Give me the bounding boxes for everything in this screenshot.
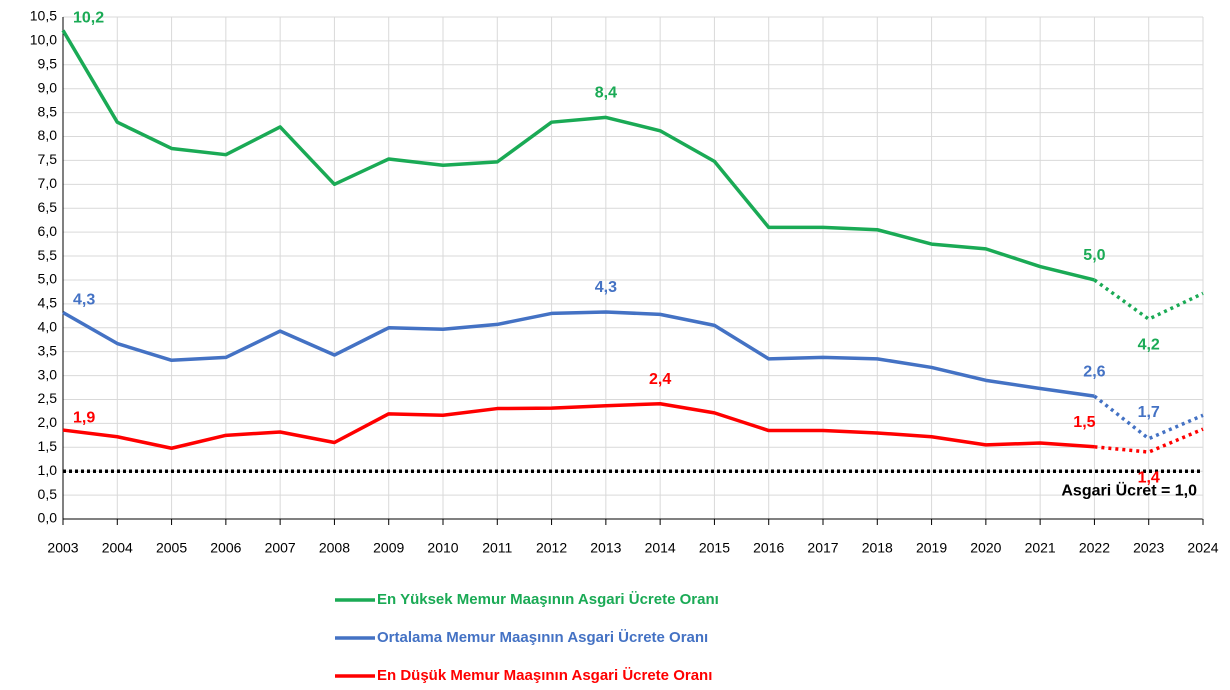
y-tick-label: 9,5 xyxy=(38,56,58,72)
data-label: 2,4 xyxy=(649,371,671,388)
x-tick-label: 2017 xyxy=(807,540,838,556)
data-label: 4,3 xyxy=(73,292,95,309)
series-line xyxy=(61,29,1095,282)
x-tick-label: 2007 xyxy=(265,540,296,556)
y-tick-label: 7,5 xyxy=(38,151,58,167)
y-tick-label: 6,5 xyxy=(38,199,58,215)
data-label: 5,0 xyxy=(1083,247,1105,264)
x-tick-label: 2005 xyxy=(156,540,187,556)
series-line xyxy=(62,310,1095,398)
y-tick-label: 6,0 xyxy=(38,223,58,239)
series-line xyxy=(62,402,1095,450)
y-tick-label: 3,5 xyxy=(38,342,58,358)
x-tick-label: 2010 xyxy=(427,540,458,556)
series-line-dotted xyxy=(1093,394,1204,441)
y-tick-label: 2,0 xyxy=(38,414,58,430)
x-tick-label: 2009 xyxy=(373,540,404,556)
x-tick-label: 2023 xyxy=(1133,540,1164,556)
x-tick-label: 2003 xyxy=(47,540,78,556)
data-label: 10,2 xyxy=(73,10,104,27)
y-tick-label: 4,5 xyxy=(38,295,58,311)
data-label: 1,4 xyxy=(1138,469,1160,486)
x-tick-label: 2012 xyxy=(536,540,567,556)
data-label: 8,4 xyxy=(595,85,617,102)
x-tick-label: 2024 xyxy=(1187,540,1218,556)
y-tick-label: 3,0 xyxy=(38,366,58,382)
x-tick-label: 2011 xyxy=(482,540,512,556)
x-tick-label: 2022 xyxy=(1079,540,1110,556)
x-tick-label: 2016 xyxy=(753,540,784,556)
legend-label: Ortalama Memur Maaşının Asgari Ücrete Or… xyxy=(377,629,708,646)
y-tick-label: 0,5 xyxy=(38,486,58,502)
y-tick-label: 1,5 xyxy=(38,438,58,454)
y-tick-label: 9,0 xyxy=(38,79,58,95)
y-tick-label: 0,0 xyxy=(38,510,58,526)
data-label: 1,9 xyxy=(73,409,95,426)
y-tick-label: 5,0 xyxy=(38,271,58,287)
data-label: 4,2 xyxy=(1138,336,1160,353)
x-tick-label: 2020 xyxy=(970,540,1001,556)
x-tick-label: 2008 xyxy=(319,540,350,556)
x-tick-label: 2013 xyxy=(590,540,621,556)
data-label: 1,7 xyxy=(1138,404,1160,421)
x-tick-label: 2006 xyxy=(210,540,241,556)
reference-label: Asgari Ücret = 1,0 xyxy=(1061,480,1197,499)
x-tick-label: 2014 xyxy=(645,540,676,556)
y-tick-label: 1,0 xyxy=(38,462,58,478)
y-tick-label: 2,5 xyxy=(38,390,58,406)
y-tick-label: 10,5 xyxy=(30,8,57,24)
y-tick-label: 10,0 xyxy=(30,32,57,48)
data-label: 2,6 xyxy=(1083,363,1105,380)
legend-label: En Düşük Memur Maaşının Asgari Ücrete Or… xyxy=(377,667,712,684)
data-label: 1,5 xyxy=(1073,414,1095,431)
series-line-dotted xyxy=(1094,427,1204,454)
y-tick-label: 4,0 xyxy=(38,318,58,334)
x-tick-label: 2018 xyxy=(862,540,893,556)
y-tick-label: 8,0 xyxy=(38,127,58,143)
data-label: 4,3 xyxy=(595,279,617,296)
x-tick-label: 2015 xyxy=(699,540,730,556)
y-tick-label: 8,5 xyxy=(38,103,58,119)
x-tick-label: 2004 xyxy=(102,540,133,556)
y-tick-label: 7,0 xyxy=(38,175,58,191)
series-line-dotted xyxy=(1093,278,1204,321)
x-tick-label: 2019 xyxy=(916,540,947,556)
y-tick-label: 5,5 xyxy=(38,247,58,263)
legend-label: En Yüksek Memur Maaşının Asgari Ücrete O… xyxy=(377,591,719,608)
x-tick-label: 2021 xyxy=(1025,540,1056,556)
